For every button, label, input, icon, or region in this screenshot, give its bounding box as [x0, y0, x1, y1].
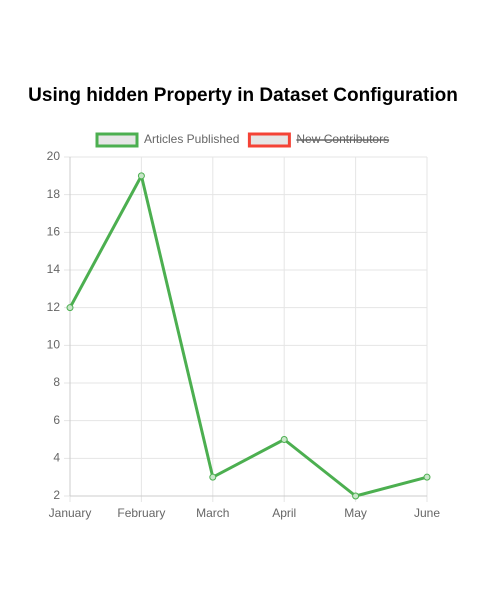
data-point	[423, 473, 431, 481]
data-point	[137, 172, 145, 180]
data-point	[209, 473, 217, 481]
x-tick-label: March	[196, 506, 229, 520]
data-point	[280, 436, 288, 443]
y-tick-label: 18	[47, 187, 61, 201]
data-line	[68, 174, 428, 498]
legend-swatch[interactable]	[247, 132, 291, 148]
x-tick-label: May	[344, 506, 367, 520]
y-tick-label: 10	[47, 338, 61, 352]
data-point	[352, 492, 360, 500]
legend-label[interactable]: New Contributors	[296, 132, 389, 146]
x-tick-label: January	[49, 506, 92, 520]
y-tick-label: 2	[53, 488, 60, 502]
x-tick-label: June	[414, 506, 440, 520]
x-tick-label: February	[117, 506, 165, 520]
chart-title: Using hidden Property in Dataset Configu…	[28, 85, 458, 106]
y-tick-label: 20	[47, 149, 61, 163]
y-tick-label: 12	[47, 300, 61, 314]
legend-label[interactable]: Articles Published	[144, 132, 239, 146]
y-tick-label: 16	[47, 225, 61, 239]
y-tick-label: 8	[53, 375, 60, 389]
y-tick-label: 14	[47, 262, 61, 276]
legend-swatch[interactable]	[95, 132, 139, 148]
y-tick-label: 6	[53, 413, 60, 427]
x-tick-label: April	[272, 506, 296, 520]
data-point	[66, 304, 74, 312]
y-tick-label: 4	[53, 451, 60, 465]
